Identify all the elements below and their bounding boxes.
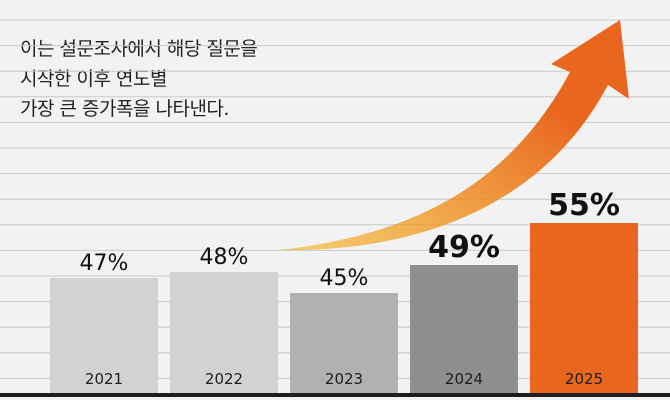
caption-line-1: 이는 설문조사에서 해당 질문을 [20, 38, 258, 60]
bar-2025 [530, 223, 638, 393]
upward-trend-arrow-icon [280, 20, 629, 251]
value-label-2021: 47% [80, 251, 129, 276]
bar-2024 [410, 265, 518, 393]
value-label-2024: 49% [428, 230, 500, 265]
category-label-2021: 2021 [85, 370, 123, 388]
value-label-2025: 55% [548, 188, 620, 223]
value-label-2022: 48% [200, 245, 249, 270]
caption-line-3: 가장 큰 증가폭을 나타낸다. [20, 98, 229, 120]
category-label-2024: 2024 [445, 370, 483, 388]
x-axis-baseline [0, 393, 670, 397]
labels: 2021 47% 2022 48% 2023 45% 2024 49% 2025 55% [80, 188, 620, 388]
value-label-2023: 45% [320, 266, 369, 291]
bar-2022 [170, 272, 278, 393]
caption-line-2: 시작한 이후 연도별 [20, 68, 167, 90]
category-label-2025: 2025 [565, 370, 603, 388]
bars [50, 223, 638, 393]
category-label-2023: 2023 [325, 370, 363, 388]
caption: 이는 설문조사에서 해당 질문을 시작한 이후 연도별 가장 큰 증가폭을 나타… [20, 34, 258, 124]
bar-2023 [290, 293, 398, 393]
bar-2021 [50, 278, 158, 393]
category-label-2022: 2022 [205, 370, 243, 388]
